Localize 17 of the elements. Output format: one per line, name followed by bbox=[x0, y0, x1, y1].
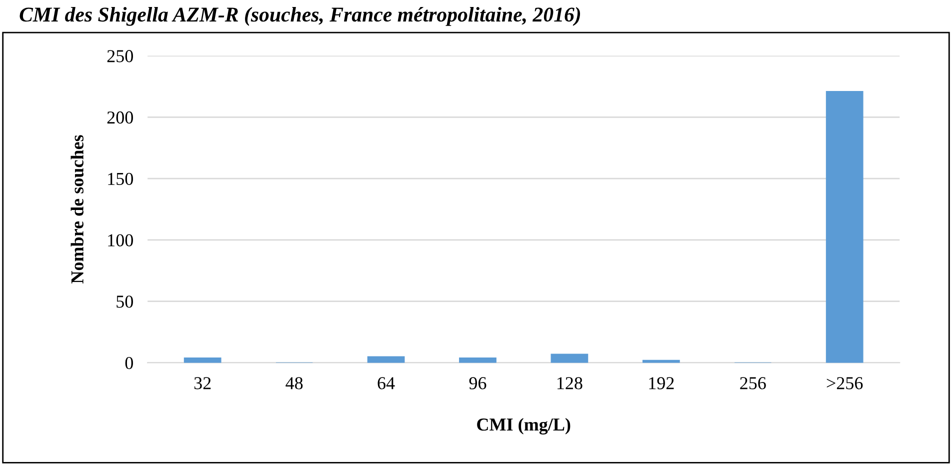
x-tick-label: 256 bbox=[740, 377, 766, 390]
y-axis-title: Nombre de souches bbox=[70, 135, 84, 284]
x-tick-label: 96 bbox=[469, 377, 486, 390]
x-axis-title: CMI (mg/L) bbox=[477, 418, 570, 434]
x-tick-label: >256 bbox=[826, 377, 863, 390]
y-tick-label: 100 bbox=[108, 234, 133, 246]
x-tick-label: 64 bbox=[378, 377, 395, 390]
y-tick-label: 0 bbox=[125, 356, 133, 370]
y-tick-label: 150 bbox=[108, 172, 133, 185]
x-tick-label: 48 bbox=[286, 377, 303, 390]
x-tick-label: 128 bbox=[558, 377, 582, 390]
y-tick-label: 200 bbox=[107, 111, 133, 124]
chart-title: CMI des Shigella AZM-R (souches, France métropolitaine, 2016) bbox=[20, 6, 580, 26]
x-tick-label: 192 bbox=[649, 377, 674, 390]
y-tick-label: 250 bbox=[107, 50, 133, 62]
y-tick-label: 50 bbox=[116, 296, 133, 308]
x-tick-label: 32 bbox=[194, 377, 211, 390]
